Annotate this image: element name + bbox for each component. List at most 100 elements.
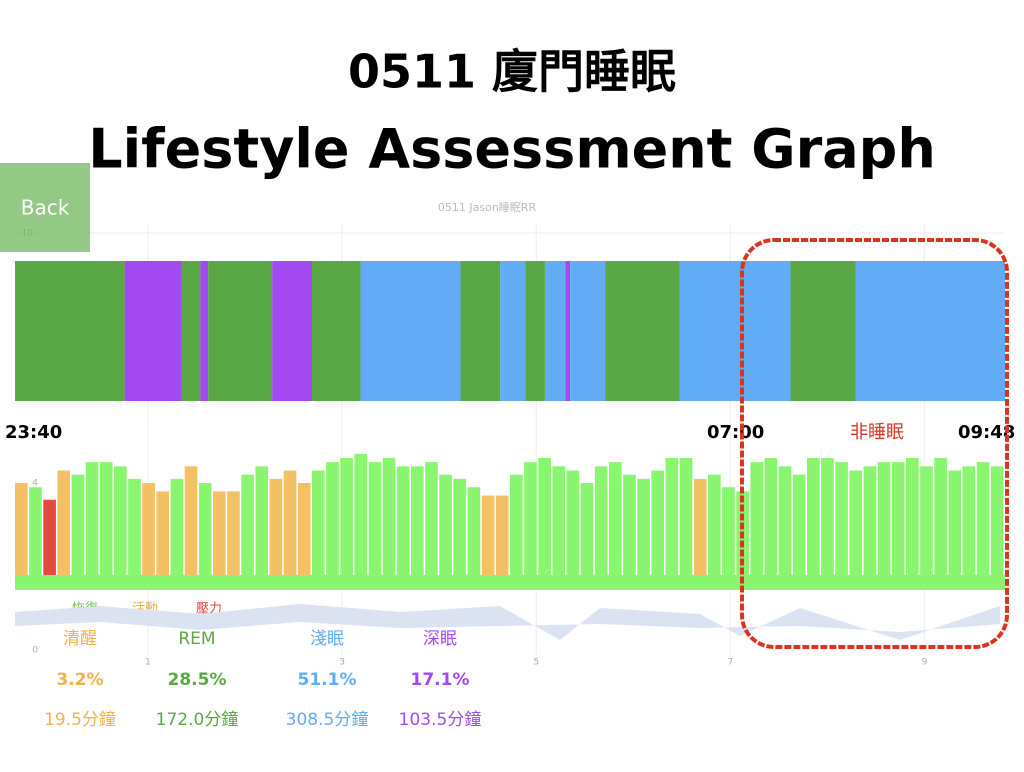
x-tick-label: 1 [145,658,151,668]
hrv-bar [467,487,481,590]
hrv-bar [580,483,594,590]
hrv-bar [552,466,566,590]
hrv-bar [948,470,962,590]
stage-duration: 19.5分鐘 [44,710,116,730]
y-tick-label: 0 [32,646,38,656]
hrv-bar [708,474,721,590]
hrv-bar [269,478,283,590]
hrv-bar [142,483,155,590]
stage-band [500,261,526,401]
hrv-bar [382,457,396,590]
hrv-bar [255,466,269,590]
highlight-box [740,238,1009,649]
hrv-bar [368,462,382,590]
stage-name: REM [178,629,215,649]
hrv-bar [962,466,976,590]
hrv-bar [213,491,226,590]
stage-name: 淺眠 [310,629,344,649]
hrv-bar [340,457,353,590]
hrv-bar [227,491,240,590]
hrv-bar [594,466,608,590]
stage-duration: 308.5分鐘 [286,710,369,730]
hrv-bar [43,499,56,590]
hrv-bar [198,483,212,590]
stage-band [15,261,125,401]
hrv-bar [891,462,905,590]
hrv-bar [538,457,551,590]
hrv-bar [453,478,467,590]
hrv-bar [764,457,778,590]
stage-band [124,261,182,401]
hrv-bar [495,495,509,590]
stage-percent: 28.5% [168,670,227,690]
hrv-bar [184,466,198,590]
hrv-bar [877,462,891,590]
stage-band [525,261,545,401]
stage-band [605,261,680,401]
stage-band [544,261,566,401]
hrv-bar [241,474,254,590]
hrv-bar [524,462,537,590]
hrv-bar [792,474,806,590]
hrv-bar [679,457,693,590]
stage-band [570,261,606,401]
hrv-bar [481,495,495,590]
stage-band [460,261,501,401]
hrv-bar [29,487,42,590]
back-button[interactable] [0,163,90,252]
hrv-bar [637,478,650,590]
time-label: 09:48 [958,422,1015,443]
back-label[interactable]: Back [21,196,70,220]
stage-band [208,261,273,401]
stage-band [855,261,1005,401]
time-label: 23:40 [5,422,62,443]
hrv-bar [354,453,368,590]
hrv-bar [623,474,636,590]
stage-duration: 103.5分鐘 [399,710,482,730]
title: 0511 廈門睡眠 [348,45,676,99]
hrv-bar [425,462,438,590]
hrv-bar [778,466,792,590]
hrv-bar [510,474,523,590]
hrv-bar [693,478,707,590]
hrv-bar [156,491,170,590]
hrv-bar [722,487,735,590]
hrv-bar [976,462,990,590]
stage-percent: 17.1% [411,670,470,690]
hrv-bar [990,466,1004,590]
hrv-bar [85,462,99,590]
hrv-bar [312,470,325,590]
hrv-bar [934,457,947,590]
hrv-bar [411,466,424,590]
x-tick-label: 7 [727,658,733,668]
hrv-bar [128,478,141,590]
x-tick-label: 3 [339,658,345,668]
hrv-bar [863,466,877,590]
hrv-bar [439,474,452,590]
hrv-bar [920,466,933,590]
x-tick-label: 5 [533,658,539,668]
hrv-bar [57,470,71,590]
x-tick-label: 9 [922,658,928,668]
stage-band [272,261,312,401]
time-label: 07:00 [707,422,764,443]
hrv-bar [750,462,764,590]
stage-percent: 51.1% [298,670,357,690]
hrv-bar [906,457,919,590]
hrv-bar [99,462,113,590]
stage-name: 深眠 [423,629,457,649]
stage-band [679,261,791,401]
y-tick-label: 4 [32,479,38,489]
hrv-bar [835,462,848,590]
hrv-bar [651,470,665,590]
stage-band [312,261,361,401]
hrv-bar [15,483,28,590]
hrv-bar [849,470,863,590]
hrv-bar [807,457,820,590]
hrv-bar [297,483,311,590]
hrv-bar [665,457,679,590]
stage-band [200,261,209,401]
stage-band [360,261,461,401]
